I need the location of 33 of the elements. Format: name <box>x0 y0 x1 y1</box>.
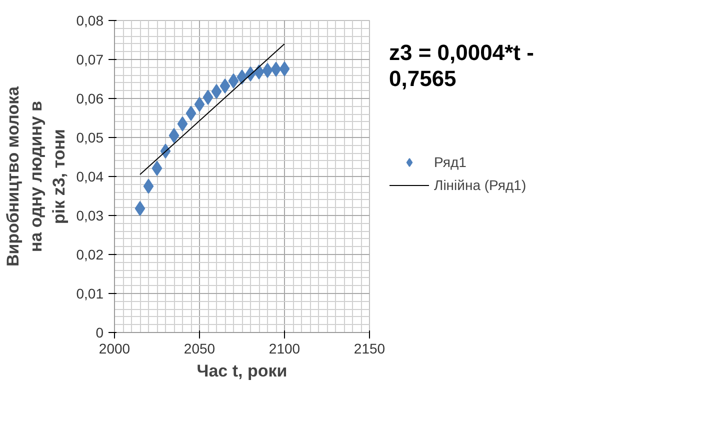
point <box>186 106 196 121</box>
y-tick-label: 0,06 <box>76 90 104 106</box>
point <box>236 70 248 85</box>
point <box>168 128 180 144</box>
text: z3 = 0,0004*t - 0,7565 <box>389 40 534 92</box>
point <box>134 200 146 216</box>
point <box>262 62 273 78</box>
y-tick-label: 0 <box>96 324 104 340</box>
point <box>270 62 282 77</box>
point <box>177 116 188 132</box>
x-tick-label: 2100 <box>268 340 300 356</box>
y-tick-label: 0,07 <box>76 52 104 68</box>
point <box>152 160 162 176</box>
point <box>279 61 290 76</box>
y-tick-label: 0,08 <box>76 12 104 28</box>
legend-label: Ряд1 <box>434 154 466 170</box>
y-tick-label: 0,04 <box>76 168 104 184</box>
x-axis-title: Час t, роки <box>196 362 288 380</box>
y-tick-label: 0,01 <box>76 286 104 302</box>
y-tick-label: 0,02 <box>76 246 104 262</box>
y-tick-label: 0,03 <box>76 208 104 224</box>
x-tick-label: 2050 <box>184 340 216 356</box>
point <box>202 90 214 105</box>
point <box>211 84 222 99</box>
point <box>194 96 205 112</box>
x-tick-label: 2150 <box>354 340 386 356</box>
legend-label: Лінійна (Ряд1) <box>434 177 526 193</box>
x-tick-label: 2000 <box>98 340 130 356</box>
point <box>220 78 230 94</box>
y-tick-label: 0,05 <box>76 130 104 146</box>
y-axis-title: Виробництво молока на одну людину в рік z3, тони <box>4 86 68 267</box>
point <box>143 178 154 194</box>
point <box>228 73 239 88</box>
